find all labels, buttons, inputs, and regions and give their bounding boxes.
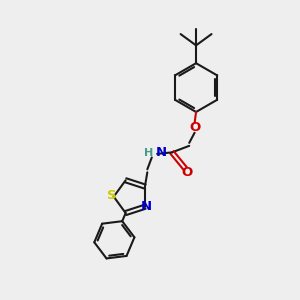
Text: S: S	[107, 189, 116, 202]
Text: O: O	[189, 121, 200, 134]
Text: N: N	[155, 146, 167, 159]
Text: O: O	[181, 166, 193, 179]
Text: N: N	[141, 200, 152, 213]
Text: H: H	[144, 148, 153, 158]
